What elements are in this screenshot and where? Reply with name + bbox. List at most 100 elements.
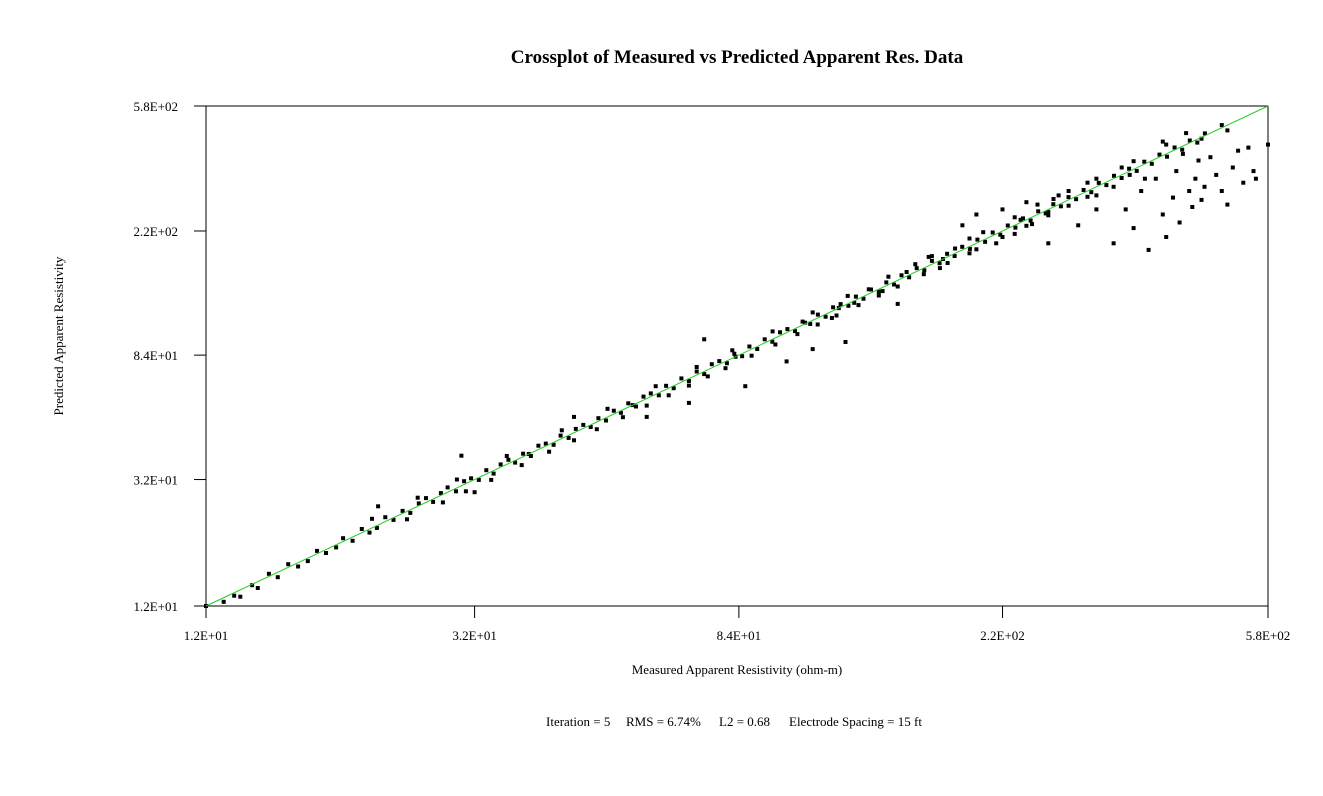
x-tick-label: 3.2E+01 (452, 628, 497, 643)
data-point (838, 302, 843, 307)
data-point (221, 599, 226, 604)
data-point (1193, 176, 1198, 181)
data-point (876, 293, 881, 298)
data-point (1180, 151, 1185, 156)
data-point (275, 575, 280, 580)
data-point (694, 365, 699, 369)
data-point (1024, 200, 1029, 205)
data-point (1184, 131, 1189, 136)
data-point (747, 344, 752, 349)
data-point (926, 254, 931, 259)
data-point (929, 254, 934, 259)
data-point (1195, 140, 1200, 145)
data-point (1134, 168, 1139, 173)
footer-l2: L2 = 0.68 (719, 714, 770, 729)
data-point (1074, 197, 1079, 202)
data-point (1112, 173, 1116, 178)
data-point (778, 330, 782, 335)
reference-line-y-equals-x (205, 105, 1269, 607)
data-point (1160, 139, 1165, 144)
data-point (1266, 142, 1270, 147)
data-point (1153, 176, 1158, 181)
data-point (1219, 123, 1224, 128)
data-point (880, 289, 885, 294)
data-point (1051, 197, 1056, 201)
data-point (770, 339, 775, 344)
data-point (370, 516, 374, 521)
data-point (945, 261, 950, 265)
data-point (709, 362, 714, 367)
data-point (440, 500, 445, 505)
data-point (702, 372, 707, 377)
data-point (834, 313, 839, 318)
data-points (204, 123, 1270, 608)
data-point (1246, 145, 1251, 150)
data-point (588, 425, 593, 429)
data-point (975, 237, 980, 242)
data-point (921, 272, 926, 277)
data-point (749, 353, 754, 358)
y-tick-label: 2.2E+02 (133, 224, 178, 239)
data-point (876, 289, 881, 294)
data-point (559, 428, 564, 433)
data-point (506, 457, 511, 462)
data-point (1035, 202, 1040, 207)
data-point (286, 562, 291, 567)
data-point (1046, 241, 1051, 246)
data-point (784, 359, 789, 364)
data-point (1142, 176, 1147, 181)
data-point (1171, 195, 1175, 200)
data-point (1119, 176, 1124, 180)
data-point (967, 251, 972, 256)
data-point (566, 435, 571, 440)
footer-spacing: Electrode Spacing = 15 ft (789, 714, 922, 729)
y-tick-label: 1.2E+01 (133, 599, 178, 614)
data-point (596, 416, 601, 421)
footer-rms: RMS = 6.74% (626, 714, 701, 729)
data-point (415, 495, 420, 500)
data-point (374, 525, 379, 530)
data-point (1030, 222, 1034, 227)
x-tick-label: 1.2E+01 (184, 628, 229, 643)
data-point (773, 342, 778, 347)
data-point (1164, 235, 1169, 239)
data-point (1214, 172, 1219, 177)
data-point (1225, 128, 1230, 133)
data-point (795, 332, 800, 337)
data-point (491, 471, 496, 476)
data-point (1096, 180, 1101, 185)
data-point (1058, 204, 1063, 209)
data-point (1177, 220, 1182, 225)
data-point (823, 314, 828, 319)
data-point (1142, 159, 1147, 164)
data-point (1051, 202, 1056, 207)
data-point (831, 305, 836, 310)
data-point (1208, 155, 1213, 160)
data-point (498, 462, 503, 467)
data-point (472, 490, 477, 495)
data-point (866, 287, 871, 292)
data-point (367, 530, 372, 535)
data-point (1241, 180, 1246, 185)
x-tick-label: 5.8E+02 (1246, 628, 1291, 643)
data-point (1066, 203, 1071, 208)
data-point (376, 504, 381, 509)
data-point (740, 354, 745, 359)
data-point (717, 359, 722, 364)
data-point (1013, 225, 1018, 230)
data-point (1036, 209, 1041, 214)
data-point (626, 401, 631, 406)
data-point (644, 414, 649, 419)
data-point (937, 266, 942, 271)
data-point (408, 510, 413, 515)
data-point (350, 538, 355, 543)
data-point (1085, 194, 1090, 199)
data-point (671, 386, 676, 391)
data-point (462, 479, 467, 484)
data-point (1131, 226, 1136, 231)
chart-title: Crossplot of Measured vs Predicted Appar… (511, 47, 964, 68)
data-point (1199, 136, 1204, 141)
data-point (431, 499, 436, 504)
data-point (1160, 212, 1165, 217)
data-point (895, 301, 900, 306)
